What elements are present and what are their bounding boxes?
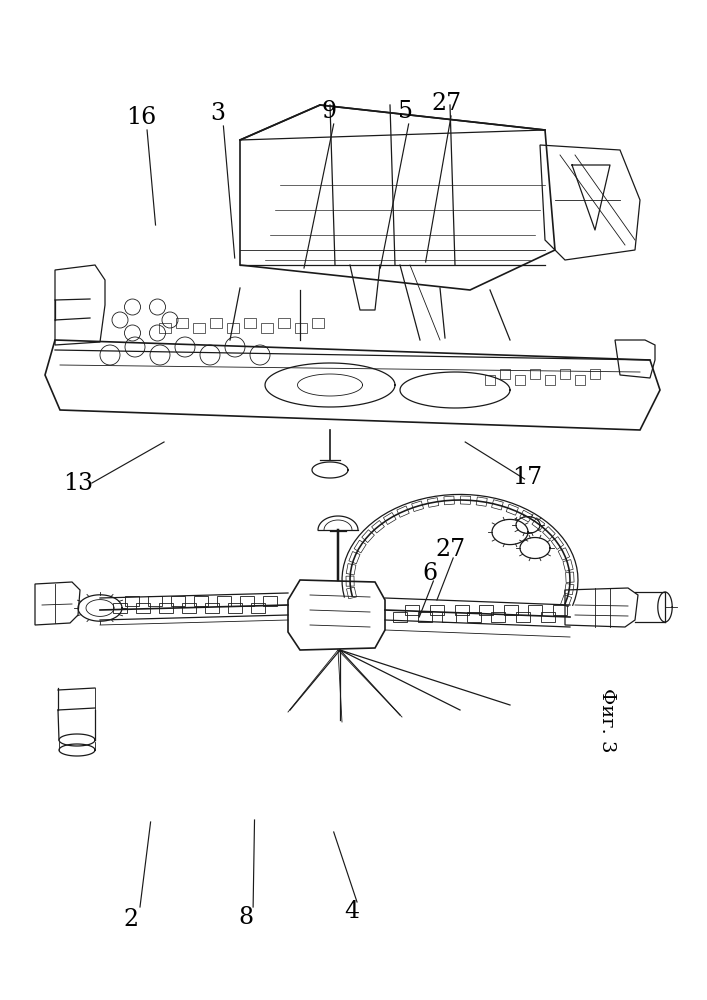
Text: 2: 2 [123, 909, 139, 932]
Text: 8: 8 [238, 907, 254, 930]
Text: 6: 6 [422, 562, 438, 585]
Text: 4: 4 [344, 901, 360, 924]
Text: 3: 3 [210, 103, 226, 125]
Text: 16: 16 [127, 106, 156, 129]
Text: 17: 17 [512, 466, 542, 489]
Text: Фиг. 3: Фиг. 3 [597, 688, 616, 752]
Text: 5: 5 [397, 101, 413, 123]
Text: 27: 27 [432, 93, 462, 115]
Text: 27: 27 [436, 538, 465, 562]
Text: 9: 9 [322, 101, 337, 123]
Text: 13: 13 [63, 473, 93, 495]
